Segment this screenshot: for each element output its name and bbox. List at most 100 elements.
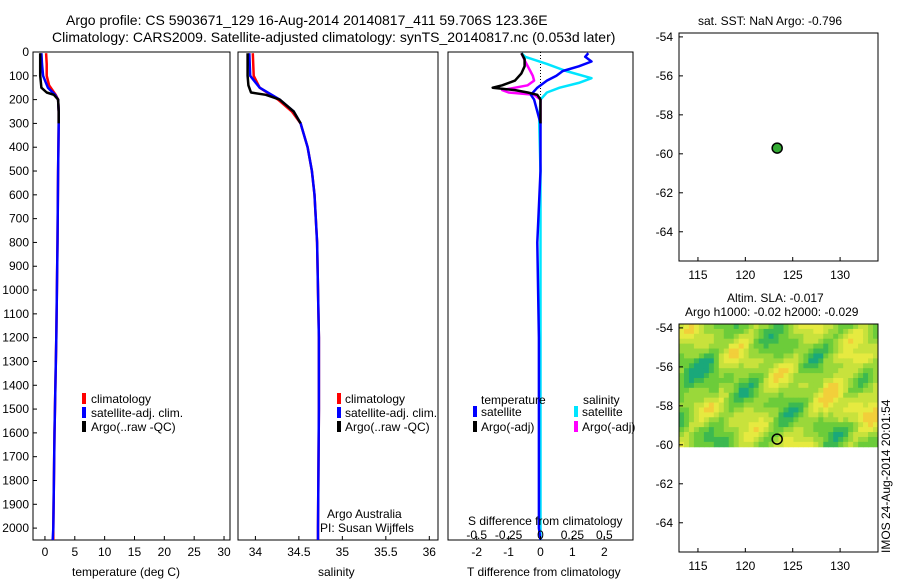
sla-cell	[838, 417, 844, 423]
sla-cell	[728, 348, 735, 354]
sla-cell	[688, 382, 695, 389]
sla-cell	[833, 402, 839, 408]
sla-cell	[813, 412, 819, 418]
legend-title-salinity: salinity	[583, 393, 620, 407]
sla-cell	[873, 441, 879, 448]
temperature-legend: climatology satellite-adj. clim. Argo(..…	[82, 392, 183, 434]
sla-cell	[798, 378, 804, 384]
sla-cell	[808, 343, 814, 350]
t-difference-tick-label: 1	[569, 545, 576, 559]
sla-cell	[693, 397, 700, 404]
sla-cell	[773, 363, 779, 369]
sla-cell	[873, 358, 879, 364]
depth-tick-label: 1800	[2, 473, 29, 487]
sla-cell	[693, 402, 700, 408]
sla-cell	[813, 333, 819, 340]
sla-cell	[853, 402, 859, 408]
sla-cell	[833, 333, 839, 340]
sla-cell	[718, 432, 725, 438]
sla-cell	[693, 324, 700, 330]
depth-tick-label: 200	[9, 93, 29, 107]
sla-cell	[818, 382, 824, 389]
sla-cell	[778, 441, 784, 448]
sla-cell	[738, 412, 745, 418]
sla-cell	[778, 407, 784, 413]
sla-cell	[688, 338, 695, 345]
sla-cell	[748, 363, 755, 369]
sla-cell	[833, 358, 839, 364]
sla-cell	[863, 373, 869, 379]
sla-cell	[778, 436, 784, 443]
sla-cell	[683, 378, 690, 384]
sla-cell	[818, 417, 824, 423]
sla-cell	[873, 407, 879, 413]
sla-cell	[803, 382, 809, 389]
sla-cell	[748, 324, 755, 330]
sla-cell	[808, 373, 814, 379]
sla-cell	[823, 338, 829, 345]
sla-cell	[763, 328, 770, 335]
sla-cell	[853, 328, 859, 335]
sla-cell	[843, 392, 849, 399]
sla-cell	[733, 368, 740, 374]
sla-cell	[683, 348, 690, 354]
sla-cell	[838, 358, 844, 364]
sla-cell	[738, 348, 745, 354]
sla-cell	[753, 382, 760, 389]
sla-cell	[679, 338, 685, 345]
sla-cell	[853, 353, 859, 359]
sla-cell	[703, 441, 710, 448]
depth-tick-label: 900	[9, 259, 29, 273]
sla-cell	[713, 358, 720, 364]
sla-cell	[733, 432, 740, 438]
sla-cell	[748, 407, 755, 413]
sla-cell	[818, 373, 824, 379]
sla-cell	[808, 407, 814, 413]
sla-cell	[713, 324, 720, 330]
sla-cell	[743, 363, 750, 369]
sla-cell	[768, 436, 775, 443]
sla-cell	[803, 353, 809, 359]
sla-cell	[858, 324, 864, 330]
sla-cell	[688, 441, 695, 448]
sla-cell	[688, 432, 695, 438]
sla-cell	[818, 432, 824, 438]
sla-cell	[713, 343, 720, 350]
sla-cell	[763, 412, 770, 418]
legend-swatch-argo	[337, 421, 341, 432]
sla-cell	[838, 422, 844, 428]
sla-cell	[833, 422, 839, 428]
sla-cell	[688, 348, 695, 354]
t-difference-tick-label: 0	[537, 545, 544, 559]
sla-cell	[758, 387, 765, 394]
salinity-satellite-difference-line	[520, 52, 593, 540]
sla-cell	[748, 328, 755, 335]
sla-cell	[823, 436, 829, 443]
sla-cell	[679, 353, 685, 359]
sst-argo-marker	[771, 142, 783, 154]
sst-lat-tick-label: -54	[656, 30, 674, 44]
sla-cell	[813, 338, 819, 345]
sla-cell	[863, 392, 869, 399]
sla-cell	[793, 397, 799, 404]
depth-tick-label: 1100	[3, 307, 29, 321]
sla-cell	[868, 436, 874, 443]
sla-cell	[858, 427, 864, 433]
sla-cell	[713, 412, 720, 418]
sla-cell	[748, 427, 755, 433]
sla-cell	[793, 338, 799, 345]
sla-cell	[828, 441, 834, 448]
s-difference-ticks: -0.5 -0.25 0 0.25 0.5	[466, 528, 613, 542]
sla-cell	[778, 412, 784, 418]
sla-cell	[868, 333, 874, 340]
sla-cell	[793, 328, 799, 335]
sla-cell	[748, 348, 755, 354]
sla-cell	[743, 328, 750, 335]
sla-cell	[788, 373, 794, 379]
sla-cell	[813, 348, 819, 354]
sla-cell	[818, 422, 824, 428]
sla-cell	[758, 427, 765, 433]
sla-cell	[713, 382, 720, 389]
sla-cell	[728, 412, 735, 418]
sla-cell	[768, 417, 775, 423]
